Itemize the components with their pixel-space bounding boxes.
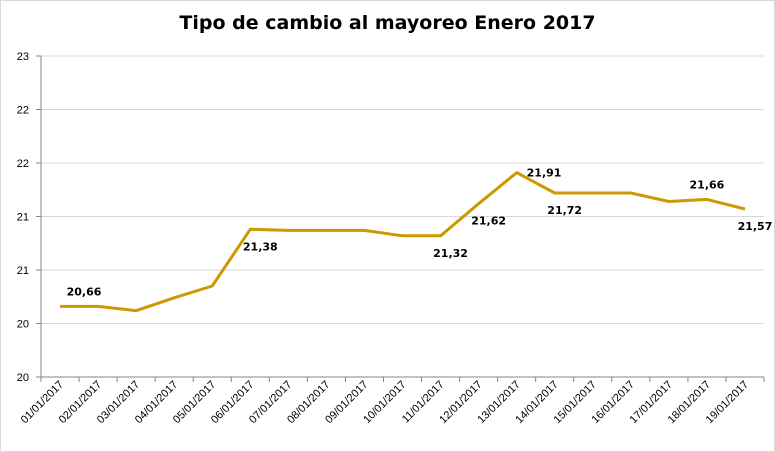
data-label: 20,66 [67,285,102,298]
data-label: 21,91 [527,167,562,180]
data-label: 21,57 [738,220,773,233]
y-tick-label: 21 [17,212,29,224]
data-label: 21,72 [547,204,582,217]
y-tick-label: 22 [17,105,29,117]
y-tick-label: 21 [17,265,29,277]
data-label: 21,38 [243,240,278,253]
chart-title: Tipo de cambio al mayoreo Enero 2017 [179,12,596,34]
data-label: 21,66 [690,178,725,191]
data-label: 21,32 [433,247,468,260]
y-tick-label: 23 [17,51,29,63]
data-label: 21,62 [471,215,506,228]
series-line [60,171,746,313]
y-tick-label: 20 [17,372,29,384]
y-tick-label: 22 [17,158,29,170]
y-tick-label: 20 [17,319,29,331]
